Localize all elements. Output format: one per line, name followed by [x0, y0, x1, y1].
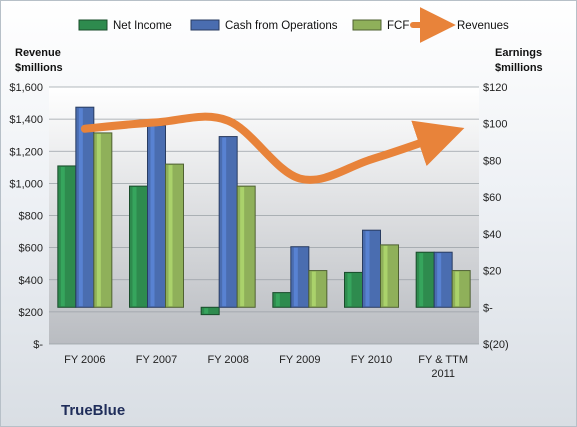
revenue-line	[80, 112, 465, 184]
bar-net-income	[129, 185, 148, 308]
bar-cash-from-operations	[290, 246, 310, 308]
bar-net-income	[344, 271, 363, 308]
chart-title: TrueBlue	[61, 402, 125, 419]
bar-highlight	[204, 308, 209, 314]
bar-highlight	[168, 165, 173, 307]
category-label: FY 2009	[279, 354, 320, 366]
bar-highlight	[60, 166, 65, 307]
legend-label: Revenues	[457, 20, 509, 32]
legend-label: Net Income	[113, 20, 172, 32]
bar-highlight	[437, 253, 442, 307]
legend-swatch	[190, 19, 220, 31]
bar-net-income	[200, 306, 220, 316]
right-tick-label: $100	[483, 119, 507, 131]
bar-highlight	[132, 187, 137, 307]
right-axis-title: Earnings	[495, 47, 542, 59]
bar-highlight	[78, 108, 83, 307]
bar-highlight	[240, 187, 245, 307]
bar-net-income	[272, 292, 292, 308]
left-tick-label: $1,600	[9, 82, 43, 94]
bar-highlight	[275, 293, 280, 307]
category-label: FY 2007	[136, 354, 177, 366]
category-label: FY & TTM	[418, 354, 468, 366]
bar-highlight	[311, 271, 316, 307]
bar-fcf	[380, 244, 399, 308]
bar-fcf	[93, 132, 113, 308]
left-tick-label: $400	[19, 275, 43, 287]
bar-net-income	[57, 165, 77, 308]
left-axis-title: Revenue	[15, 47, 61, 59]
legend-label: Cash from Operations	[225, 20, 338, 32]
bar-cash-from-operations	[218, 136, 238, 308]
left-tick-label: $200	[19, 307, 43, 319]
left-tick-label: $-	[33, 339, 43, 351]
bar-fcf	[308, 270, 328, 308]
legend-swatch	[352, 19, 382, 31]
right-tick-label: $40	[483, 229, 501, 241]
right-tick-label: $-	[483, 302, 493, 314]
bar-cash-from-operations	[433, 251, 453, 308]
bar-highlight	[365, 231, 370, 307]
bar-cash-from-operations	[147, 125, 166, 308]
right-tick-label: $20	[483, 266, 501, 278]
bar-net-income	[415, 251, 435, 308]
bar-cash-from-operations	[75, 106, 95, 308]
left-tick-label: $1,200	[9, 146, 43, 158]
right-tick-label: $120	[483, 82, 507, 94]
bar-fcf	[451, 270, 471, 308]
bar-highlight	[222, 137, 227, 307]
bar-highlight	[150, 126, 155, 307]
bar-highlight	[347, 273, 352, 307]
bar-fcf	[165, 163, 184, 308]
bar-highlight	[96, 133, 101, 307]
bar-highlight	[383, 245, 388, 307]
category-label: FY 2006	[64, 354, 105, 366]
left-tick-label: $800	[19, 211, 43, 223]
legend-swatch	[78, 19, 108, 31]
bar-highlight	[419, 253, 424, 307]
right-axis-title: $millions	[495, 62, 543, 74]
left-tick-label: $1,400	[9, 114, 43, 126]
legend-label: FCF	[387, 20, 409, 32]
category-label: 2011	[431, 368, 455, 380]
left-tick-label: $1,000	[9, 178, 43, 190]
right-tick-label: $80	[483, 155, 501, 167]
bar-cash-from-operations	[362, 229, 381, 308]
right-tick-label: $60	[483, 192, 501, 204]
right-tick-label: $(20)	[483, 339, 509, 351]
category-label: FY 2010	[351, 354, 392, 366]
bar-fcf	[236, 185, 256, 308]
left-axis-title: $millions	[15, 62, 63, 74]
bar-highlight	[293, 247, 298, 307]
category-label: FY 2008	[207, 354, 248, 366]
left-tick-label: $600	[19, 243, 43, 255]
bar-highlight	[455, 271, 460, 307]
